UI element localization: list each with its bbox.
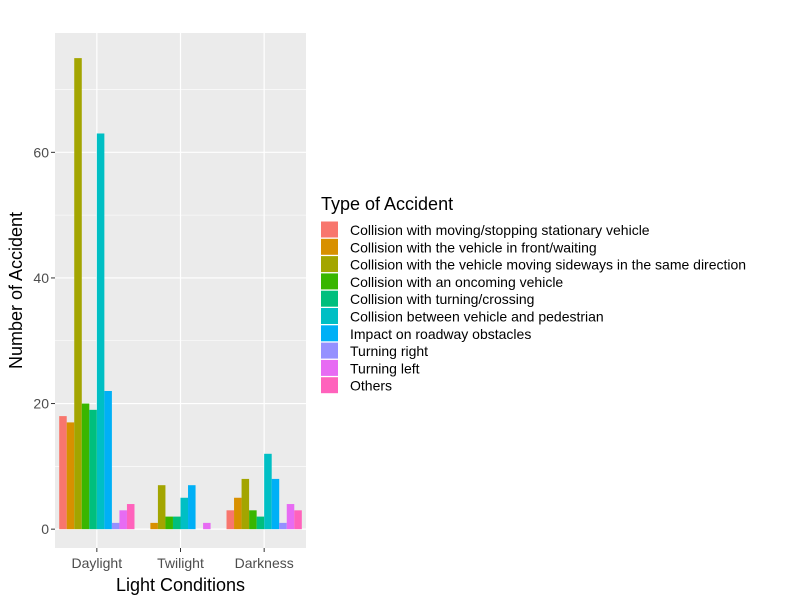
bar: [111, 522, 120, 530]
x-tick-label: Darkness: [235, 555, 294, 571]
legend: Type of Accident Collision with moving/s…: [321, 194, 746, 394]
legend-title: Type of Accident: [321, 194, 453, 214]
bar: [74, 58, 82, 530]
bar: [172, 516, 181, 530]
bar: [180, 497, 189, 530]
legend-label: Collision with the vehicle moving sidewa…: [350, 257, 746, 273]
bar: [188, 485, 196, 530]
bar: [126, 504, 135, 530]
legend-swatch: [321, 308, 338, 324]
bar: [66, 422, 75, 530]
legend-swatch: [321, 325, 338, 342]
y-axis-title: Number of Accident: [6, 212, 26, 369]
legend-label: Collision with moving/stopping stationar…: [350, 222, 650, 238]
legend-label: Collision between vehicle and pedestrian: [350, 309, 604, 325]
bar: [119, 510, 127, 530]
legend-label: Collision with the vehicle in front/wait…: [350, 239, 597, 255]
bar: [203, 522, 211, 530]
bar: [150, 522, 158, 530]
legend-label: Turning left: [350, 360, 420, 376]
x-tick-label: Daylight: [72, 555, 123, 571]
bar: [271, 478, 280, 530]
legend-swatch: [321, 221, 338, 238]
bar: [279, 522, 287, 530]
legend-swatch: [321, 238, 338, 255]
legend-label: Turning right: [350, 343, 428, 359]
bar: [264, 453, 272, 530]
bar: [234, 497, 242, 530]
bar: [286, 504, 295, 530]
bar: [165, 516, 173, 530]
bar: [59, 416, 67, 530]
bar: [226, 510, 235, 530]
bars: [59, 58, 302, 530]
bar: [249, 510, 257, 530]
y-tick-label: 60: [33, 144, 49, 160]
y-tick-label: 0: [41, 521, 49, 537]
legend-swatch: [321, 359, 338, 376]
legend-items: Collision with moving/stopping stationar…: [321, 221, 746, 394]
legend-label: Impact on roadway obstacles: [350, 326, 531, 342]
legend-swatch: [321, 273, 338, 290]
bar: [81, 403, 90, 530]
bar: [96, 133, 105, 530]
legend-swatch: [321, 256, 338, 273]
x-axis: Daylight Twilight Darkness: [72, 548, 294, 571]
y-tick-label: 20: [33, 396, 49, 412]
legend-swatch: [321, 342, 338, 359]
y-tick-label: 40: [33, 270, 49, 286]
y-axis: 0 20 40 60: [33, 144, 55, 537]
legend-swatch: [321, 377, 338, 394]
bar: [104, 390, 112, 530]
legend-label: Others: [350, 378, 392, 394]
legend-swatch: [321, 290, 338, 307]
x-axis-title: Light Conditions: [116, 575, 245, 595]
bar: [294, 510, 302, 530]
legend-label: Collision with turning/crossing: [350, 291, 534, 307]
bar: [241, 478, 250, 530]
x-tick-label: Twilight: [157, 555, 204, 571]
bar: [157, 485, 166, 530]
bar: [256, 516, 265, 530]
bar: [89, 409, 97, 530]
legend-label: Collision with an oncoming vehicle: [350, 274, 563, 290]
